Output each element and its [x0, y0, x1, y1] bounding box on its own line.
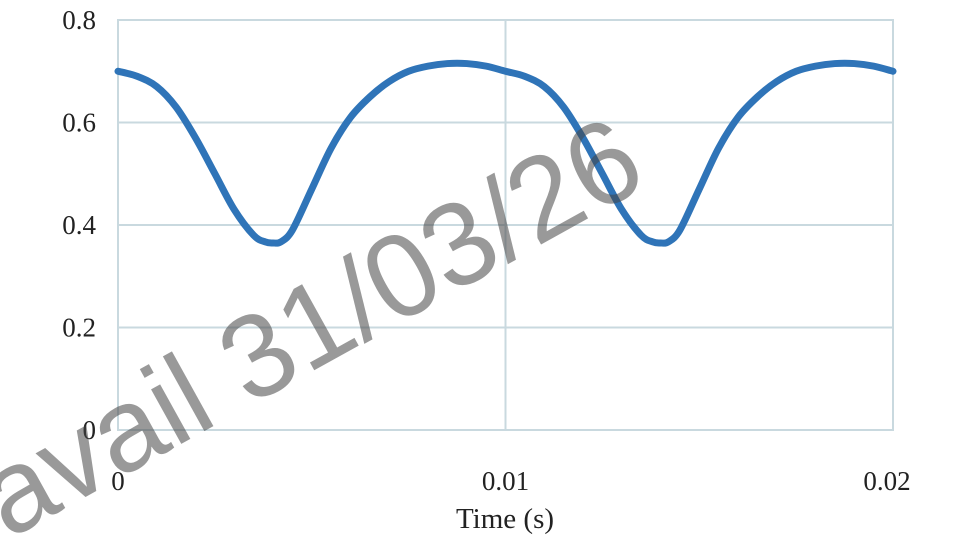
y-tick-label: 0.2 — [62, 313, 96, 343]
grid-lines — [117, 19, 894, 431]
series-layer — [114, 59, 897, 247]
x-tick-labels: 0 0.01 0.02 — [111, 466, 910, 496]
y-tick-label: 0.4 — [62, 210, 96, 240]
x-tick-label: 0.01 — [482, 466, 529, 496]
x-tick-label: 0 — [111, 466, 125, 496]
x-tick-label: 0.02 — [863, 466, 910, 496]
y-tick-label: 0 — [83, 415, 97, 445]
y-tick-labels: 0 0.2 0.4 0.6 0.8 — [62, 5, 96, 445]
x-axis-title: Time (s) — [456, 503, 554, 535]
series-line — [114, 59, 897, 247]
y-tick-label: 0.8 — [62, 5, 96, 35]
y-tick-label: 0.6 — [62, 108, 96, 138]
